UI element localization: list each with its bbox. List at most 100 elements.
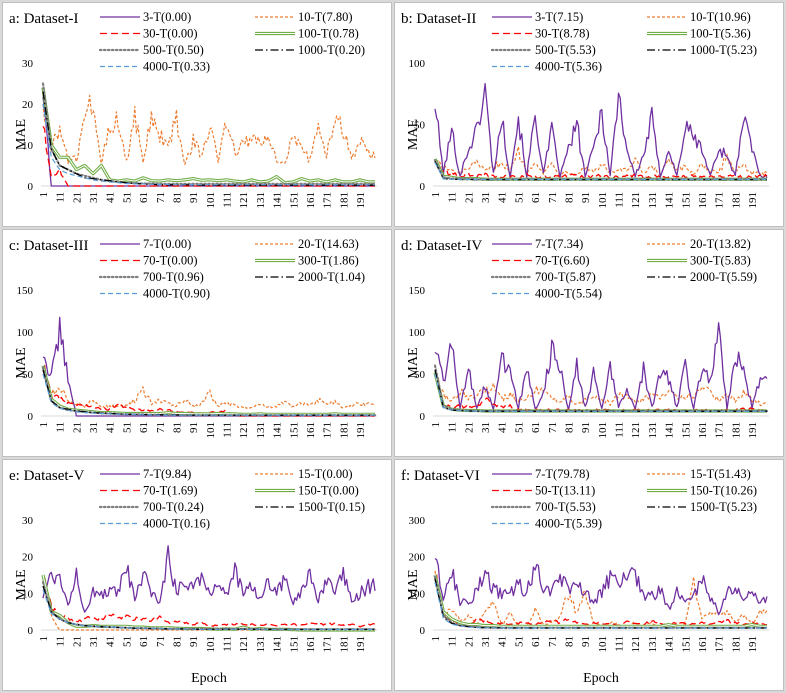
x-tick-label: 21 xyxy=(463,192,475,203)
y-axis-label: MAE xyxy=(406,347,421,378)
x-tick-label: 141 xyxy=(664,192,676,209)
x-tick-label: 141 xyxy=(664,422,676,439)
x-tick-label: 51 xyxy=(121,636,133,647)
x-tick-label: 51 xyxy=(121,192,133,203)
legend-item: 7-T(79.78) xyxy=(492,467,590,481)
y-axis-label: MAE xyxy=(14,569,29,600)
panel-title: a: Dataset-I xyxy=(9,11,79,27)
x-tick-label: 61 xyxy=(138,636,150,647)
legend-item: 10-T(7.80) xyxy=(255,10,353,24)
y-tick-label: 150 xyxy=(409,285,426,297)
series-line xyxy=(434,322,768,411)
x-tick-label: 191 xyxy=(747,636,759,653)
y-tick-label: 300 xyxy=(409,515,426,527)
x-tick-label: 61 xyxy=(530,422,542,433)
y-axis-label: MAE xyxy=(14,347,29,378)
x-tick-label: 151 xyxy=(288,636,300,653)
x-tick-label: 111 xyxy=(222,636,234,652)
series-line xyxy=(42,94,376,167)
x-tick-label: 161 xyxy=(697,636,709,653)
series-line xyxy=(434,371,768,407)
legend-label: 4000-T(0.90) xyxy=(143,287,210,301)
x-tick-label: 11 xyxy=(447,192,459,203)
x-tick-label: 41 xyxy=(105,192,117,203)
x-tick-label: 61 xyxy=(138,192,150,203)
x-tick-label: 111 xyxy=(614,636,626,652)
x-tick-label: 71 xyxy=(547,636,559,647)
x-tick-label: 131 xyxy=(255,422,267,439)
legend-item: 7-T(7.34) xyxy=(492,237,583,251)
legend-label: 150-T(0.00) xyxy=(298,484,359,498)
legend-label: 15-T(0.00) xyxy=(298,467,353,481)
legend-item: 700-T(0.96) xyxy=(98,270,204,284)
x-tick-label: 31 xyxy=(88,636,100,647)
legend-label: 150-T(10.26) xyxy=(690,484,757,498)
legend-label: 2000-T(1.04) xyxy=(298,270,365,284)
legend-label: 7-T(79.78) xyxy=(535,467,590,481)
y-axis-label: MAE xyxy=(14,119,29,150)
series-line xyxy=(434,578,767,629)
x-tick-label: 81 xyxy=(171,636,183,647)
legend-item: 70-T(1.69) xyxy=(100,484,198,498)
legend-label: 500-T(5.53) xyxy=(535,43,596,57)
x-tick-label: 171 xyxy=(714,636,726,653)
legend-item: 150-T(0.00) xyxy=(255,484,359,498)
legend-item: 15-T(0.00) xyxy=(255,467,353,481)
x-tick-label: 41 xyxy=(105,422,117,433)
legend-item: 4000-T(0.90) xyxy=(100,287,210,301)
series-line xyxy=(42,91,375,186)
legend-label: 70-T(6.60) xyxy=(535,254,590,268)
x-axis-label: Epoch xyxy=(191,671,227,686)
x-tick-label: 11 xyxy=(55,636,67,647)
legend-label: 7-T(0.00) xyxy=(143,237,191,251)
x-tick-label: 51 xyxy=(513,192,525,203)
x-tick-label: 81 xyxy=(171,192,183,203)
x-tick-label: 51 xyxy=(121,422,133,433)
legend-item: 2000-T(1.04) xyxy=(255,270,365,284)
panel-a: a: Dataset-I MAE 0 10 20 30 1 11 21 31 41 51 61 71 81 9… xyxy=(2,2,392,227)
series-line xyxy=(41,574,375,632)
y-tick-label: 50 xyxy=(22,369,34,381)
y-tick-label: 150 xyxy=(17,285,34,297)
x-tick-label: 81 xyxy=(563,636,575,647)
x-tick-label: 1 xyxy=(38,422,50,428)
x-tick-label: 121 xyxy=(238,192,250,209)
legend-label: 10-T(7.80) xyxy=(298,10,353,24)
legend-label: 1000-T(5.23) xyxy=(690,43,757,57)
x-tick-label: 11 xyxy=(447,422,459,433)
legend-label: 70-T(1.69) xyxy=(143,484,198,498)
series-line xyxy=(42,368,376,409)
legend-label: 1500-T(5.23) xyxy=(690,500,757,514)
x-tick-label: 141 xyxy=(272,422,284,439)
panel-e: e: Dataset-V MAE 0 10 20 30 1 11 21 31 41 51 61 71 81 9… xyxy=(2,459,392,691)
x-tick-label: 121 xyxy=(238,636,250,653)
x-tick-label: 91 xyxy=(580,192,592,203)
legend-item: 50-T(13.11) xyxy=(492,484,595,498)
panel-title: c: Dataset-III xyxy=(9,238,89,254)
x-tick-label: 101 xyxy=(205,636,217,653)
legend-item: 15-T(51.43) xyxy=(647,467,751,481)
x-tick-label: 181 xyxy=(338,422,350,439)
x-tick-label: 31 xyxy=(480,192,492,203)
legend-label: 4000-T(5.39) xyxy=(535,517,602,531)
x-tick-label: 171 xyxy=(322,192,334,209)
legend-label: 7-T(9.84) xyxy=(143,467,191,481)
legend-item: 150-T(10.26) xyxy=(647,484,757,498)
legend-label: 1500-T(0.15) xyxy=(298,500,365,514)
x-tick-label: 101 xyxy=(597,422,609,439)
series-line xyxy=(41,82,377,185)
x-tick-label: 41 xyxy=(497,636,509,647)
y-tick-label: 0 xyxy=(420,411,426,423)
x-tick-label: 151 xyxy=(680,636,692,653)
x-tick-label: 31 xyxy=(480,636,492,647)
y-tick-label: 0 xyxy=(420,181,426,193)
legend-label: 700-T(5.87) xyxy=(535,270,596,284)
x-tick-label: 171 xyxy=(322,422,334,439)
y-tick-label: 100 xyxy=(409,588,426,600)
y-tick-label: 20 xyxy=(22,552,34,564)
x-tick-label: 161 xyxy=(697,422,709,439)
x-tick-label: 101 xyxy=(597,192,609,209)
